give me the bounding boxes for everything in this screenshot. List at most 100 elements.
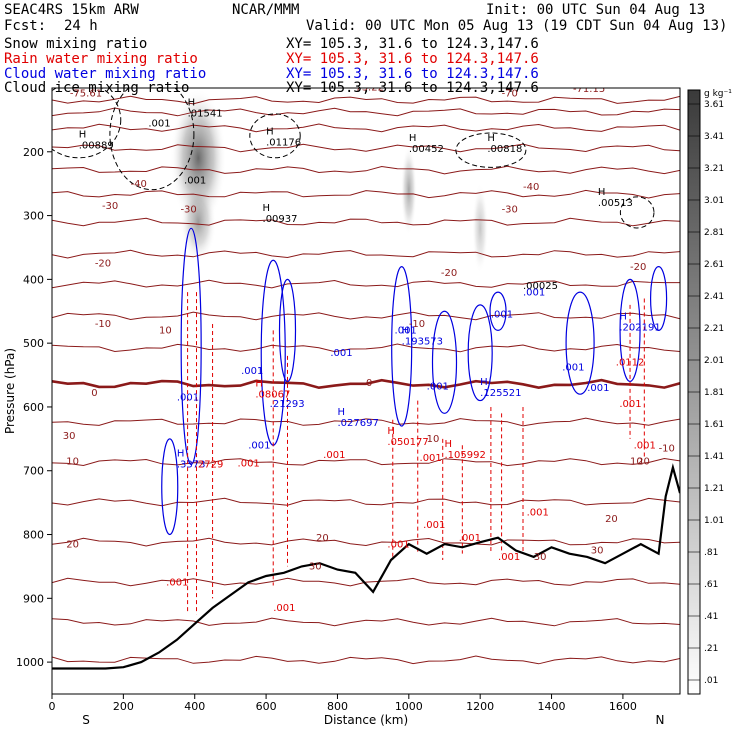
x-tick-label: 800: [327, 700, 348, 713]
temperature-contour-label: -50: [102, 79, 118, 90]
temperature-contour: [52, 107, 680, 117]
rain-water-label: .001: [387, 539, 409, 550]
cloud-ice-label: .001: [148, 118, 170, 129]
temperature-contour-label: -10: [659, 444, 675, 455]
y-tick-label: 400: [23, 273, 44, 286]
x-axis-left-end-label: S: [82, 713, 90, 727]
colorbar-level-label: 3.21: [704, 164, 724, 174]
y-tick-label: 700: [23, 465, 44, 478]
cloud-water-label: .202191: [619, 322, 660, 333]
cloud-water-max-marker: H: [619, 311, 627, 322]
legend-rain-xy: XY= 105.3, 31.6 to 124.3,147.6: [286, 51, 539, 67]
cloud-water-label: .3373: [177, 460, 206, 471]
cloud-ice-label: .00452: [409, 144, 444, 155]
temperature-contour-label: -10: [95, 319, 111, 330]
y-axis-label: Pressure (hPa): [3, 348, 17, 434]
cloud-water-contour: [431, 310, 458, 414]
x-tick-label: 200: [113, 700, 134, 713]
freezing-level-contour: [52, 378, 680, 390]
y-tick-label: 200: [23, 146, 44, 159]
cloud-ice-contour: [455, 132, 527, 168]
cloud-ice-contour: [249, 113, 301, 159]
colorbar-unit: g kg⁻¹: [704, 89, 732, 99]
temperature-contour-label: -30: [180, 204, 196, 215]
rain-water-label: .001: [420, 453, 442, 464]
snow-shade-blob: [472, 183, 489, 274]
temperature-contour-label: -40: [523, 182, 539, 193]
x-tick-label: 600: [256, 700, 277, 713]
cloud-water-contour: [649, 266, 668, 331]
cloud-ice-max-marker: H: [598, 187, 606, 198]
cloud-water-label: .125521: [480, 388, 521, 399]
colorbar-level-label: 3.41: [704, 132, 724, 142]
cloud-water-contour: [278, 278, 297, 383]
x-tick-label: 1200: [466, 700, 494, 713]
temperature-contour: [52, 655, 680, 665]
rain-water-label: .08067: [255, 389, 290, 400]
rain-water-label: .001: [527, 507, 549, 518]
temperature-contour-label: 10: [66, 456, 79, 467]
temperature-contour: [52, 577, 680, 587]
valid-time: Valid: 00 UTC Mon 05 Aug 13 (19 CDT Sun …: [306, 18, 728, 34]
temperature-contour: [52, 497, 680, 507]
snow-shade-blob: [170, 88, 227, 229]
cloud-ice-label: .001: [184, 176, 206, 187]
temperature-contour-label: -71.15: [573, 84, 605, 95]
cloud-ice-label: .01176: [266, 137, 301, 148]
legend-snow-name: Snow mixing ratio: [4, 36, 148, 52]
colorbar-level-label: .81: [704, 548, 718, 558]
y-tick-label: 1000: [16, 656, 44, 669]
cloud-water-max-marker: H: [337, 407, 345, 418]
colorbar-level-label: 2.81: [704, 228, 724, 238]
cloud-ice-max-marker: H: [266, 126, 274, 137]
cloud-ice-label: .00513: [598, 198, 633, 209]
snow-shade-blob: [180, 181, 217, 262]
temperature-contour-label: -70: [502, 88, 518, 99]
cloud-ice-max-marker: H: [409, 133, 417, 144]
cloud-water-label: .001: [523, 287, 545, 298]
cloud-water-contour: [565, 291, 595, 395]
cloud-water-contour: [619, 278, 641, 383]
cloud-water-contour: [489, 291, 507, 331]
temperature-contour-label: 20: [66, 539, 79, 550]
colorbar-level-label: 2.21: [704, 324, 724, 334]
colorbar-level-label: 1.01: [704, 516, 724, 526]
legend-cloud-name: Cloud water mixing ratio: [4, 66, 207, 82]
terrain-line: [52, 463, 680, 670]
temperature-contour: [52, 279, 680, 289]
cloud-ice-contour: [52, 88, 122, 159]
colorbar-level-label: .21: [704, 644, 718, 654]
rain-water-label: .001: [498, 552, 520, 563]
y-tick-label: 500: [23, 337, 44, 350]
cloud-water-label: .001: [248, 440, 270, 451]
x-tick-label: 400: [184, 700, 205, 713]
x-tick-label: 1400: [538, 700, 566, 713]
temperature-contour-label: -75.61: [70, 88, 102, 99]
rain-water-label: .001: [459, 533, 481, 544]
colorbar-level-label: 1.41: [704, 452, 724, 462]
temperature-contour-label: 0: [91, 388, 97, 399]
temperature-contour: [52, 189, 680, 199]
cloud-water-label: .001: [395, 326, 417, 337]
cloud-water-contour: [180, 227, 202, 465]
temperature-contour-label: -10: [409, 319, 425, 330]
colorbar-level-label: .01: [704, 676, 718, 686]
temperature-contour: [52, 417, 680, 427]
org-title: NCAR/MMM: [232, 2, 300, 18]
x-axis-label: Distance (km): [324, 713, 408, 727]
temperature-contour: [52, 457, 680, 467]
cloud-ice-contour: [619, 196, 655, 229]
rain-water-label: .001: [166, 578, 188, 589]
temperature-contour-label: -20: [95, 259, 111, 270]
cloud-ice-max-marker: H: [487, 133, 495, 144]
cloud-water-label: .193573: [402, 336, 443, 347]
temperature-contour-label: -40: [131, 179, 147, 190]
cloud-ice-label: .00025: [523, 281, 558, 292]
cloud-ice-label: .00937: [263, 214, 298, 225]
colorbar-level-label: 3.01: [704, 196, 724, 206]
temperature-contour-label: 30: [591, 546, 604, 557]
rain-water-max-marker: H: [387, 426, 395, 437]
cloud-ice-contour: [109, 88, 195, 191]
colorbar-level-label: 1.81: [704, 388, 724, 398]
